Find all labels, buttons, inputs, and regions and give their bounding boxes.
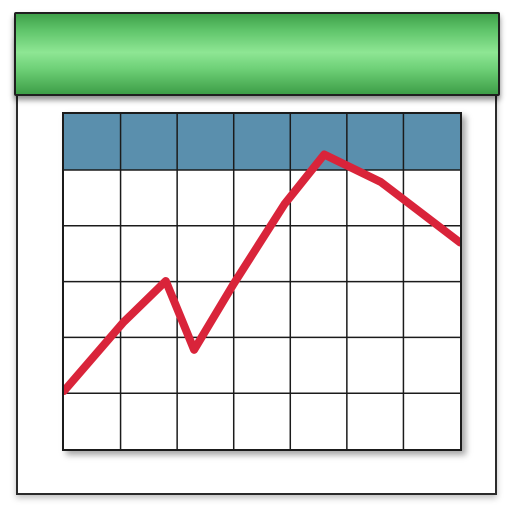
- chart-svg: [64, 114, 460, 449]
- chart-grid: [64, 114, 460, 449]
- table-header-row: [64, 114, 460, 170]
- green-header-bar: [14, 12, 500, 96]
- chart-panel: [62, 112, 462, 451]
- series-line: [64, 150, 460, 395]
